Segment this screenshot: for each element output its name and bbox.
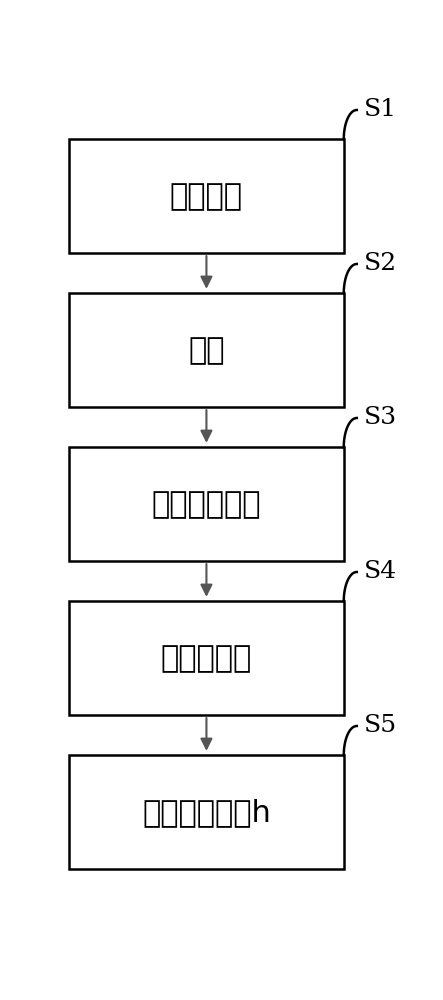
Text: 组装相机: 组装相机 [170,182,243,211]
Text: S2: S2 [364,252,397,275]
FancyBboxPatch shape [69,755,344,869]
Text: S1: S1 [364,98,396,121]
Text: 单一半径解算: 单一半径解算 [152,490,261,519]
Text: 成像: 成像 [188,336,225,365]
Text: S3: S3 [364,406,397,429]
FancyBboxPatch shape [69,601,344,715]
Text: S5: S5 [364,714,397,737]
Text: 双半径解算: 双半径解算 [161,644,252,673]
FancyBboxPatch shape [69,293,344,407]
Text: 获得液面高度h: 获得液面高度h [142,798,271,827]
Text: S4: S4 [364,560,397,583]
FancyBboxPatch shape [69,139,344,253]
FancyBboxPatch shape [69,447,344,561]
